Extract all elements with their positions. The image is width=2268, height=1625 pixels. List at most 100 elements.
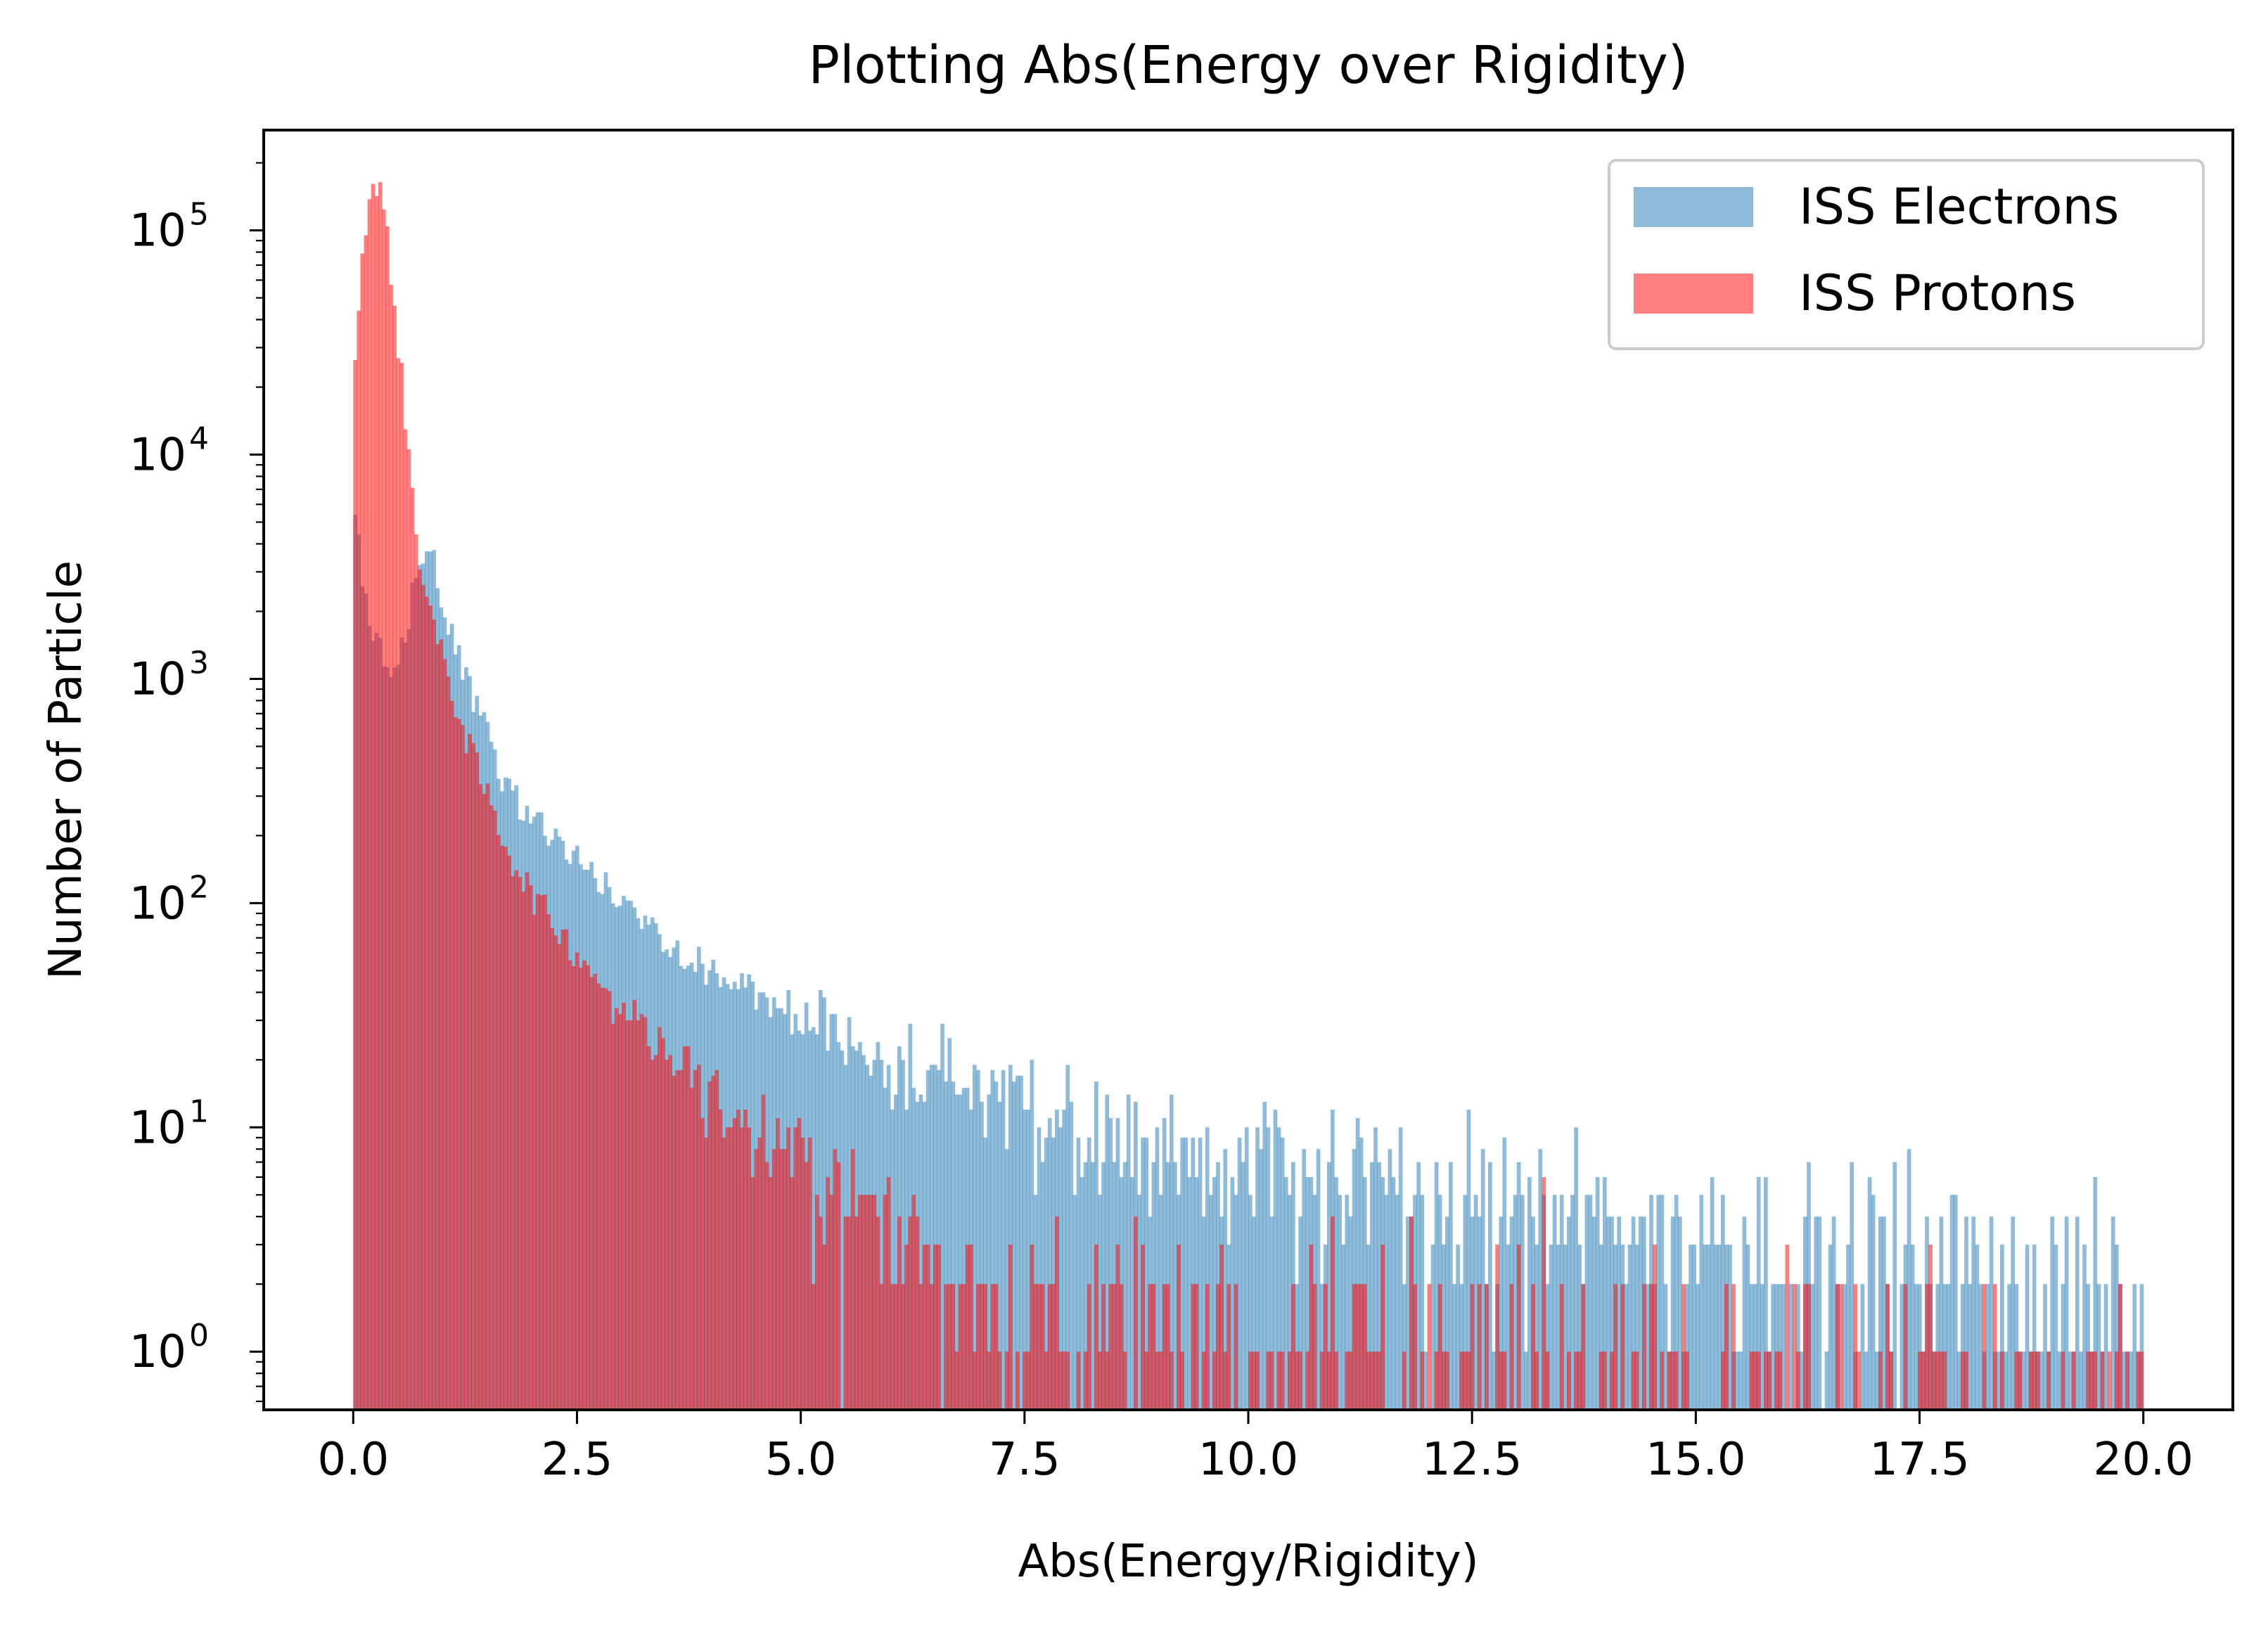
histogram-bar-electrons (1949, 1195, 1954, 1410)
histogram-bar-electrons (1062, 1110, 1066, 1410)
histogram-bar-electrons (894, 1094, 898, 1410)
histogram-bar-electrons (1595, 1177, 1600, 1410)
histogram-bar-protons (1151, 1284, 1156, 1410)
histogram-bar-protons (1670, 1351, 1675, 1410)
histogram-bar-electrons (1030, 1060, 1034, 1410)
histogram-bar-electrons (1130, 1177, 1134, 1410)
plot-area (353, 182, 2144, 1411)
histogram-bar-electrons (1452, 1284, 1456, 1410)
histogram-bar-electrons (879, 1060, 884, 1410)
x-tick-label: 2.5 (542, 1434, 613, 1486)
histogram-bar-protons (1327, 1351, 1331, 1410)
histogram-bar-protons (1653, 1245, 1657, 1410)
histogram-bar-protons (449, 700, 454, 1410)
histogram-bar-protons (1420, 1351, 1425, 1410)
histogram-bar-protons (614, 1008, 619, 1410)
histogram-bar-protons (944, 1284, 948, 1410)
histogram-bar-protons (1108, 1284, 1113, 1410)
histogram-bar-electrons (1237, 1137, 1242, 1410)
histogram-bar-protons (1037, 1284, 1042, 1410)
histogram-bar-electrons (822, 997, 826, 1410)
histogram-bar-protons (1928, 1245, 1933, 1410)
histogram-bar-protons (1753, 1351, 1757, 1410)
histogram-bar-protons (1885, 1284, 1890, 1410)
histogram-bar-electrons (937, 1070, 941, 1410)
histogram-bar-electrons (2110, 1216, 2115, 1410)
histogram-bar-protons (980, 1284, 984, 1410)
histogram-bar-electrons (1019, 1075, 1023, 1410)
histogram-bar-protons (1255, 1351, 1260, 1410)
histogram-bar-protons (1792, 1284, 1797, 1410)
histogram-bar-protons (1180, 1351, 1184, 1410)
histogram-bar-protons (364, 235, 369, 1410)
histogram-bar-protons (872, 1195, 877, 1410)
histogram-bar-protons (1148, 1284, 1153, 1410)
histogram-bar-electrons (2064, 1216, 2069, 1410)
histogram-bar-electrons (2122, 1351, 2126, 1410)
histogram-bar-protons (1634, 1351, 1639, 1410)
histogram-bar-electrons (2004, 1351, 2008, 1410)
histogram-bar-electrons (1749, 1284, 1754, 1410)
histogram-bar-protons (1499, 1351, 1504, 1410)
histogram-bar-protons (596, 983, 601, 1410)
histogram-bar-protons (392, 305, 397, 1411)
histogram-bar-protons (1098, 1351, 1102, 1410)
histogram-bar-protons (679, 1070, 684, 1410)
histogram-bar-electrons (2025, 1245, 2030, 1410)
histogram-bar-protons (1964, 1351, 1968, 1410)
histogram-bar-electrons (2086, 1284, 2090, 1410)
histogram-bar-protons (983, 1284, 987, 1410)
histogram-bar-protons (1427, 1284, 1432, 1410)
legend-box (1608, 159, 2205, 350)
histogram-bar-protons (2061, 1351, 2065, 1410)
histogram-bar-protons (1721, 1351, 1725, 1410)
histogram-bar-protons (918, 1284, 923, 1410)
histogram-bar-protons (396, 358, 401, 1411)
histogram-bar-protons (1170, 1351, 1174, 1410)
y-tick-label-exponent: 2 (189, 869, 209, 905)
histogram-bar-protons (374, 196, 379, 1410)
histogram-bar-protons (1309, 1245, 1314, 1410)
histogram-bar-protons (890, 1284, 895, 1410)
histogram-bar-electrons (1201, 1216, 1206, 1410)
histogram-bar-electrons (2057, 1351, 2062, 1410)
histogram-bar-electrons (1710, 1177, 1715, 1410)
histogram-bar-electrons (997, 1101, 1002, 1410)
histogram-bar-protons (546, 914, 551, 1410)
histogram-bar-electrons (973, 1065, 977, 1410)
histogram-bar-protons (754, 1149, 759, 1410)
histogram-bar-electrons (1674, 1195, 1679, 1410)
histogram-bar-protons (1076, 1351, 1081, 1410)
histogram-bar-protons (1165, 1284, 1170, 1410)
histogram-bar-electrons (1480, 1149, 1485, 1410)
histogram-bar-protons (1334, 1351, 1338, 1410)
histogram-bar-electrons (1692, 1245, 1696, 1410)
histogram-bar-protons (925, 1245, 930, 1410)
histogram-bar-electrons (1430, 1245, 1435, 1410)
histogram-bar-protons (819, 1216, 823, 1410)
histogram-bar-protons (582, 960, 587, 1410)
histogram-bar-electrons (1843, 1284, 1847, 1410)
histogram-bar-protons (1603, 1351, 1607, 1410)
histogram-bar-protons (593, 973, 598, 1410)
histogram-bar-electrons (1266, 1127, 1271, 1410)
histogram-bar-protons (371, 184, 376, 1411)
histogram-bar-protons (1212, 1351, 1217, 1410)
histogram-bar-protons (1577, 1351, 1582, 1410)
histogram-bar-electrons (1577, 1245, 1582, 1410)
histogram-bar-protons (997, 1351, 1002, 1410)
histogram-bar-protons (2118, 1284, 2122, 1410)
histogram-bar-protons (575, 952, 579, 1410)
legend: ISS Electrons ISS Protons (1608, 159, 2205, 350)
histogram-bar-protons (414, 534, 418, 1410)
histogram-bar-electrons (1656, 1195, 1661, 1410)
histogram-bar-protons (1305, 1351, 1310, 1410)
histogram-bar-electrons (1914, 1284, 1918, 1410)
histogram-bar-protons (1463, 1351, 1468, 1410)
histogram-bar-electrons (1742, 1216, 1747, 1410)
histogram-bar-electrons (1860, 1284, 1865, 1410)
histogram-bar-electrons (1696, 1284, 1700, 1410)
histogram-bar-protons (665, 1060, 669, 1410)
histogram-bar-protons (1939, 1351, 1944, 1410)
histogram-bar-protons (1062, 1351, 1066, 1410)
